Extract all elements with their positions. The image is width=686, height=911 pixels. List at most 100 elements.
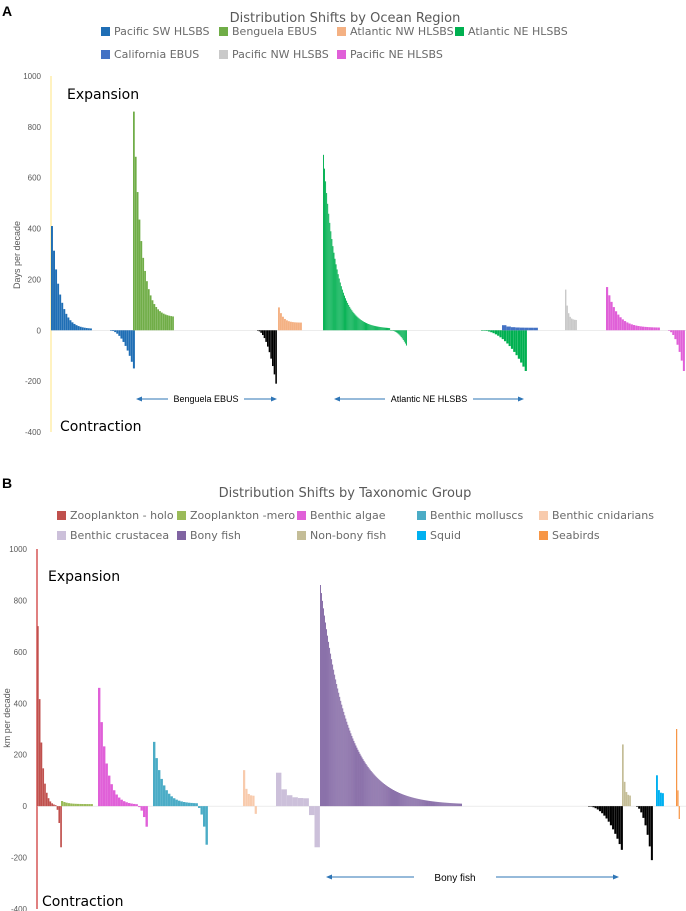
bar [133,803,136,807]
bar [408,796,410,807]
bar [389,328,391,331]
bar [205,806,208,845]
bar [273,330,276,375]
bar [625,792,628,807]
bar [429,800,431,807]
bar [77,326,80,331]
arrow-right-icon [613,874,619,880]
bar [459,803,461,807]
bar [348,727,350,807]
bar [624,321,627,331]
bar [89,328,92,331]
bar [565,289,567,331]
bar [672,330,675,335]
bar [588,806,591,807]
bar [607,806,610,822]
bar [569,316,571,331]
bar [349,730,351,807]
bar [365,322,366,331]
bar [45,792,48,807]
bar [354,314,356,331]
bar [359,319,361,331]
legend-swatch [101,27,110,36]
bar [185,802,188,807]
bar [38,699,41,807]
bar [100,722,103,807]
bar [644,806,647,826]
bar [350,308,352,331]
bar [456,803,458,807]
bar [676,729,678,807]
bar [596,806,599,810]
bar [418,799,420,807]
panel-a-y-axis-label: Days per decade [12,221,22,289]
bar [435,801,437,807]
bar [349,306,351,331]
bar [338,692,340,807]
bar [360,320,362,331]
bar [396,330,398,333]
bar [677,790,679,807]
bar [388,327,390,331]
bar [511,327,516,331]
bar [351,310,353,331]
bar [366,765,368,807]
bar [339,696,341,807]
bar [75,325,78,331]
bar [263,330,266,339]
bar [458,803,460,807]
bar [309,806,315,816]
bar [431,801,433,807]
bar [267,330,269,347]
legend-entry: Benthic algae [310,509,386,522]
bar [198,806,201,808]
panel-a-title: Distribution Shifts by Ocean Region [230,11,461,26]
bar [336,269,338,331]
panel-a-expansion-label: Expansion [67,87,139,103]
bar [363,760,365,807]
annotation-label-bg [414,869,496,885]
arrow-right-icon [518,396,524,402]
bar [520,330,523,363]
bar [422,799,424,807]
bar [424,800,426,807]
bar [73,323,76,331]
bar [368,768,370,807]
bar [637,326,640,331]
bar [648,806,651,847]
bar [371,325,373,331]
bar [399,792,401,807]
bar [447,802,449,807]
bar [365,764,367,807]
bar [258,330,261,332]
bar [350,733,352,807]
bar [402,794,404,807]
bar [321,593,322,807]
bar [327,203,329,331]
bar [53,804,55,807]
bar [134,156,137,331]
bar [160,312,163,331]
bar [288,321,290,331]
bar [103,746,106,807]
bar [346,721,348,807]
bar [421,799,423,807]
bar [380,327,382,331]
bar [373,325,375,331]
bar [680,330,683,361]
bar [195,803,198,807]
legend-swatch [539,511,548,520]
bar [609,806,612,826]
y-tick-label: 600 [28,174,42,183]
bar [401,793,403,807]
bar [353,740,355,807]
bar [506,330,509,344]
bar [347,724,349,807]
bar [276,772,282,807]
bar [140,806,143,811]
bar [635,325,638,331]
bar [372,325,374,331]
bar [369,324,371,331]
bar [628,323,631,331]
